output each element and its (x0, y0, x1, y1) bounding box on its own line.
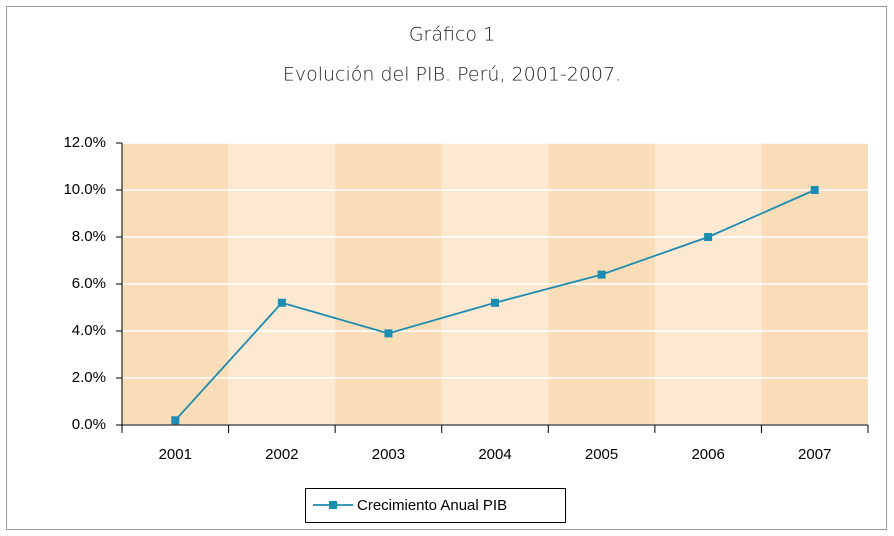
y-tick-label: 2.0% (72, 369, 106, 386)
x-tick-label: 2001 (159, 446, 192, 463)
point-marker (597, 270, 606, 279)
y-tick-label: 0.0% (72, 416, 106, 433)
y-tick-label: 12.0% (63, 134, 106, 151)
x-tick-label: 2004 (478, 446, 511, 463)
point-marker (810, 186, 819, 194)
y-tick-label: 8.0% (72, 228, 106, 245)
y-tick-label: 6.0% (72, 275, 106, 292)
x-tick-label: 2005 (585, 446, 618, 463)
chart-subtitle: Evolución del PIB. Perú, 2001-2007. (283, 64, 621, 86)
point-marker (704, 233, 713, 241)
chart-title: Gráfico 1 (409, 24, 495, 46)
x-tick-label: 2003 (372, 446, 405, 463)
x-tick-label: 2007 (798, 446, 831, 463)
legend-swatch-marker (329, 501, 337, 509)
x-tick-label: 2006 (691, 446, 724, 463)
point-marker (384, 329, 393, 338)
y-tick-label: 10.0% (63, 181, 106, 198)
x-tick-label: 2002 (265, 446, 298, 463)
point-marker (491, 298, 499, 307)
point-marker (171, 416, 180, 425)
point-marker (277, 298, 286, 307)
legend-label: Crecimiento Anual PIB (357, 497, 507, 514)
y-tick-label: 4.0% (72, 322, 106, 339)
